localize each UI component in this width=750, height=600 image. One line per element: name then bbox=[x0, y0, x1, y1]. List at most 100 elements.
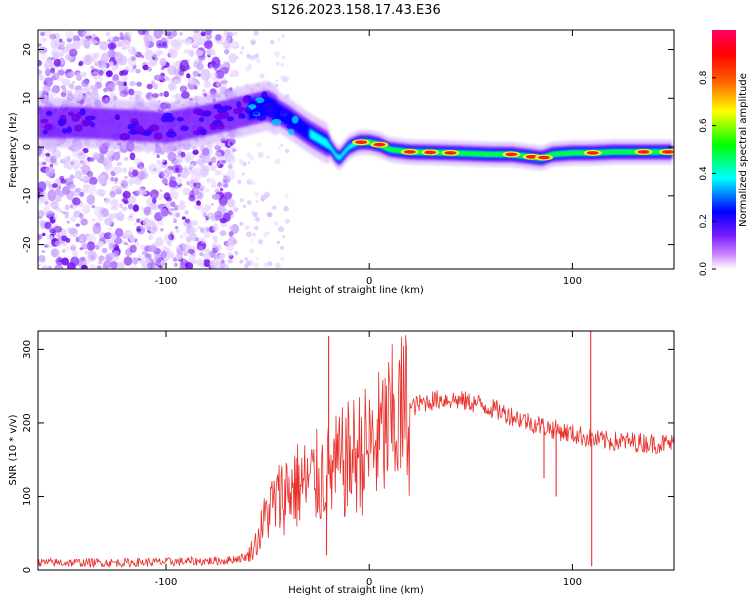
noise-speckle bbox=[253, 30, 259, 36]
snr-plot-area bbox=[38, 331, 674, 569]
noise-speckle bbox=[256, 257, 260, 260]
noise-speckle bbox=[173, 79, 179, 85]
ridge-blob bbox=[237, 106, 246, 112]
noise-speckle bbox=[280, 143, 284, 147]
noise-speckle bbox=[185, 235, 192, 243]
noise-speckle bbox=[200, 237, 207, 244]
noise-speckle bbox=[94, 61, 100, 67]
noise-speckle bbox=[166, 201, 171, 205]
noise-speckle bbox=[67, 262, 76, 269]
noise-speckle bbox=[104, 217, 114, 226]
noise-speckle bbox=[136, 218, 141, 223]
noise-speckle bbox=[108, 227, 113, 232]
noise-speckle bbox=[186, 73, 191, 79]
noise-speckle bbox=[111, 66, 116, 72]
noise-speckle bbox=[233, 31, 238, 36]
noise-speckle bbox=[135, 68, 141, 74]
noise-speckle bbox=[172, 217, 177, 222]
noise-speckle bbox=[156, 165, 163, 174]
noise-speckle bbox=[110, 194, 115, 199]
noise-speckle bbox=[90, 33, 97, 39]
noise-speckle bbox=[259, 73, 265, 79]
spectrogram-frame bbox=[37, 29, 675, 270]
noise-speckle bbox=[180, 151, 186, 158]
noise-speckle bbox=[285, 148, 290, 154]
noise-speckle bbox=[49, 166, 54, 173]
noise-speckle bbox=[242, 172, 245, 176]
noise-speckle bbox=[149, 36, 154, 42]
noise-speckle bbox=[53, 225, 63, 233]
noise-speckle bbox=[184, 154, 191, 163]
noise-speckle bbox=[69, 48, 78, 57]
noise-speckle bbox=[48, 183, 53, 187]
noise-speckle bbox=[161, 159, 166, 163]
noise-speckle bbox=[254, 192, 259, 197]
noise-speckle bbox=[267, 261, 273, 267]
noise-speckle bbox=[188, 231, 192, 236]
noise-speckle bbox=[124, 32, 130, 37]
ridge-hotspot bbox=[525, 155, 538, 159]
noise-speckle bbox=[198, 245, 204, 250]
noise-speckle bbox=[117, 263, 121, 266]
noise-speckle bbox=[174, 262, 178, 268]
noise-speckle bbox=[97, 213, 104, 221]
noise-speckle bbox=[141, 55, 144, 59]
noise-speckle bbox=[240, 259, 244, 263]
noise-speckle bbox=[147, 262, 153, 269]
noise-speckle bbox=[190, 227, 198, 234]
noise-speckle bbox=[114, 65, 119, 69]
noise-speckle bbox=[69, 204, 74, 209]
noise-speckle bbox=[47, 235, 54, 241]
noise-speckle bbox=[153, 30, 163, 39]
noise-speckle bbox=[178, 70, 185, 76]
noise-speckle bbox=[202, 252, 211, 260]
noise-speckle bbox=[210, 180, 217, 189]
noise-speckle bbox=[114, 237, 123, 245]
noise-speckle bbox=[38, 43, 42, 47]
noise-speckle bbox=[132, 191, 136, 194]
noise-speckle bbox=[225, 241, 234, 251]
noise-speckle bbox=[280, 62, 285, 67]
noise-speckle bbox=[42, 232, 46, 237]
noise-speckle bbox=[129, 152, 136, 161]
noise-speckle bbox=[108, 87, 113, 91]
noise-speckle bbox=[65, 246, 70, 251]
noise-speckle bbox=[215, 143, 220, 147]
noise-speckle bbox=[101, 247, 108, 254]
ridge-hotspot bbox=[637, 150, 650, 154]
noise-speckle bbox=[275, 83, 279, 87]
noise-speckle bbox=[177, 173, 182, 177]
noise-speckle bbox=[283, 205, 289, 212]
noise-speckle bbox=[203, 258, 211, 268]
ridge-blob bbox=[44, 123, 53, 131]
noise-speckle bbox=[255, 52, 260, 57]
noise-speckle bbox=[209, 144, 214, 148]
noise-speckle bbox=[168, 180, 178, 188]
noise-speckle bbox=[110, 198, 119, 209]
noise-speckle bbox=[228, 231, 234, 237]
noise-speckle bbox=[192, 70, 199, 77]
noise-speckle bbox=[96, 188, 106, 197]
noise-speckle bbox=[147, 59, 158, 67]
noise-speckle bbox=[179, 85, 188, 93]
noise-speckle bbox=[123, 81, 127, 87]
noise-speckle bbox=[170, 211, 177, 217]
noise-speckle bbox=[209, 72, 218, 80]
noise-speckle bbox=[120, 34, 125, 37]
noise-speckle bbox=[51, 149, 62, 159]
colorbar-ticks: 0.0 0.2 0.4 0.6 0.8 bbox=[699, 70, 716, 276]
noise-speckle bbox=[193, 42, 198, 47]
noise-speckle bbox=[230, 224, 240, 234]
noise-speckle bbox=[81, 187, 89, 194]
noise-speckle bbox=[219, 230, 227, 237]
noise-speckle bbox=[54, 188, 61, 196]
noise-speckle bbox=[42, 161, 47, 166]
noise-speckle bbox=[128, 178, 135, 185]
noise-speckle bbox=[242, 162, 247, 167]
noise-speckle bbox=[201, 37, 206, 42]
noise-speckle bbox=[64, 177, 74, 186]
noise-speckle bbox=[278, 226, 285, 233]
noise-speckle bbox=[250, 238, 254, 242]
noise-speckle bbox=[163, 90, 169, 98]
noise-speckle bbox=[151, 51, 159, 58]
